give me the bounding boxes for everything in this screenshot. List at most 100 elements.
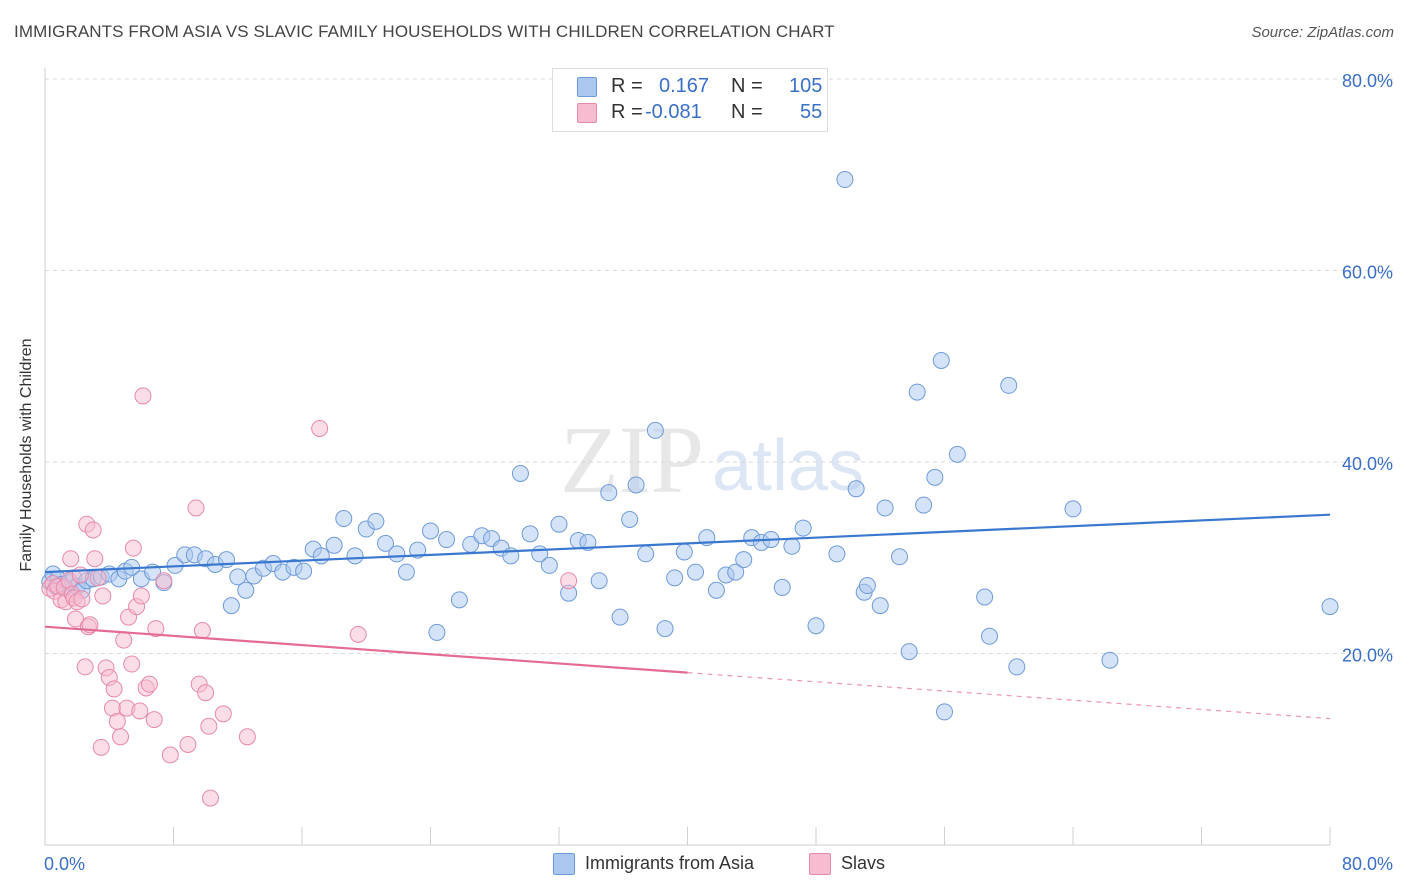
asia-point [915,496,933,514]
slavs-point [94,587,112,605]
asia-point [891,548,909,566]
asia-point [735,551,753,569]
asia-point [422,522,439,540]
asia-point [312,547,330,565]
x-tick-label: 0.0% [44,854,85,874]
asia-point [1000,376,1018,394]
asia-point [579,533,597,551]
tick-labels: 20.0% 40.0% 60.0% 80.0% 0.0% 80.0% [44,71,1393,874]
legend-label: Slavs [841,853,886,873]
asia-point [637,545,655,563]
slavs-point [179,735,197,753]
n-label: N = [731,75,763,97]
asia-point [932,352,950,370]
stats-legend: R = 0.167 N = 105 R = -0.081 N = 55 [552,68,828,132]
slavs-point [123,655,141,673]
asia-point [1321,598,1339,616]
slavs-swatch [809,853,831,875]
slavs-point [193,622,211,640]
r-label: R = [611,75,643,97]
asia-point [1008,658,1026,676]
slavs-trend-extension [687,672,1331,720]
slavs-point [124,539,142,557]
asia-point [807,617,825,635]
slavs-point [92,738,110,756]
asia-point [926,468,944,486]
slavs-point [147,620,165,638]
asia-point [377,534,395,552]
asia-point [794,519,812,537]
asia-point [346,547,364,565]
asia-point [511,464,529,482]
asia-point [727,563,745,581]
slavs-point [84,521,102,539]
slavs-point [197,684,215,702]
asia-point [980,627,998,645]
asia-point [646,421,664,439]
slavs-swatch [577,103,597,123]
watermark-atlas: atlas [712,426,864,506]
asia-point [335,509,353,527]
asia-point [627,476,645,494]
asia-point [295,562,313,580]
y-tick-label: 40.0% [1342,454,1393,474]
asia-point [707,581,725,599]
asia-point [773,578,791,596]
asia-point [325,536,343,554]
asia-point [540,556,558,574]
n-label: N = [731,101,763,123]
slavs-point [108,712,126,730]
asia-point [666,569,684,587]
asia-swatch [553,853,575,875]
asia-point [858,577,876,595]
asia-point [976,588,994,606]
slavs-point [214,705,232,723]
asia-point [836,171,854,189]
gridlines [45,78,1395,654]
axes [44,68,1331,846]
asia-point [438,531,456,549]
asia-point [876,499,894,517]
slavs-point [140,675,158,693]
slavs-point [134,387,152,405]
slavs-point [105,680,123,698]
watermark: ZIP atlas [560,406,864,513]
asia-point [687,563,705,581]
asia-point [550,515,568,533]
asia-point [611,608,629,626]
y-tick-label: 80.0% [1342,71,1393,91]
x-tick-label: 80.0% [1342,854,1393,874]
asia-point [388,545,406,563]
slavs-point [89,569,107,587]
asia-point [428,623,446,641]
slavs-point [349,625,367,643]
watermark-zip: ZIP [560,406,704,513]
asia-point [590,572,608,590]
asia-point [936,703,953,721]
source-label: Source: ZipAtlas.com [1251,24,1394,41]
slavs-point [67,610,85,628]
asia-point [847,480,865,498]
y-tick-label: 20.0% [1342,646,1393,666]
asia-point [397,563,415,581]
chart-title: IMMIGRANTS FROM ASIA VS SLAVIC FAMILY HO… [14,22,835,41]
slavs-point [132,587,150,605]
slavs-point [200,717,218,735]
slavs-point [155,572,173,590]
slavs-point [201,789,219,807]
asia-point [900,643,918,661]
asia-point [409,541,427,559]
asia-point [1064,500,1082,518]
asia-trend [44,513,1331,574]
legend-label: Immigrants from Asia [585,853,755,873]
asia-point [1101,651,1119,669]
asia-swatch [577,77,597,97]
slavs-point [86,550,104,568]
slavs-point [311,419,329,437]
n-value: 105 [789,75,823,97]
series-slavs [41,387,578,807]
slavs-point [238,728,256,746]
slavs-trend [44,625,688,674]
asia-point [521,525,539,543]
